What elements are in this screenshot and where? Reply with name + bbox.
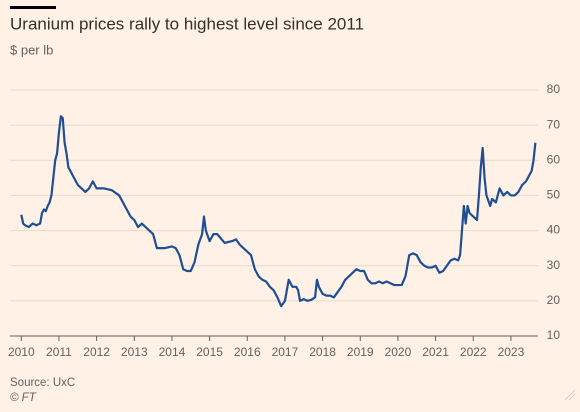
x-tick-label: 2017 xyxy=(272,345,299,359)
x-tick-label: 2014 xyxy=(159,345,186,359)
y-tick-label: 20 xyxy=(547,293,561,307)
y-tick-label: 10 xyxy=(547,328,561,342)
x-tick-label: 2015 xyxy=(196,345,223,359)
x-tick-label: 2021 xyxy=(422,345,449,359)
y-tick-label: 50 xyxy=(547,188,561,202)
x-tick-label: 2020 xyxy=(385,345,412,359)
y-tick-label: 40 xyxy=(547,223,561,237)
x-tick-label: 2016 xyxy=(234,345,261,359)
x-tick-label: 2019 xyxy=(347,345,374,359)
y-tick-label: 80 xyxy=(547,82,561,96)
chart-title: Uranium prices rally to highest level si… xyxy=(10,14,364,33)
x-tick-label: 2010 xyxy=(8,345,35,359)
x-tick-label: 2023 xyxy=(498,345,525,359)
chart-subtitle: $ per lb xyxy=(10,42,53,57)
y-tick-label: 70 xyxy=(547,117,561,131)
brand-bar xyxy=(10,6,56,9)
y-tick-label: 30 xyxy=(547,258,561,272)
x-tick-label: 2011 xyxy=(46,345,72,359)
x-tick-label: 2013 xyxy=(121,345,148,359)
y-tick-label: 60 xyxy=(547,152,561,166)
x-tick-label: 2022 xyxy=(460,345,487,359)
source: Source: UxC xyxy=(10,377,75,389)
resize-icon xyxy=(564,389,576,401)
x-tick-label: 2018 xyxy=(309,345,336,359)
price-line xyxy=(20,115,537,308)
x-tick-label: 2012 xyxy=(83,345,110,359)
credit: © FT xyxy=(10,392,37,404)
